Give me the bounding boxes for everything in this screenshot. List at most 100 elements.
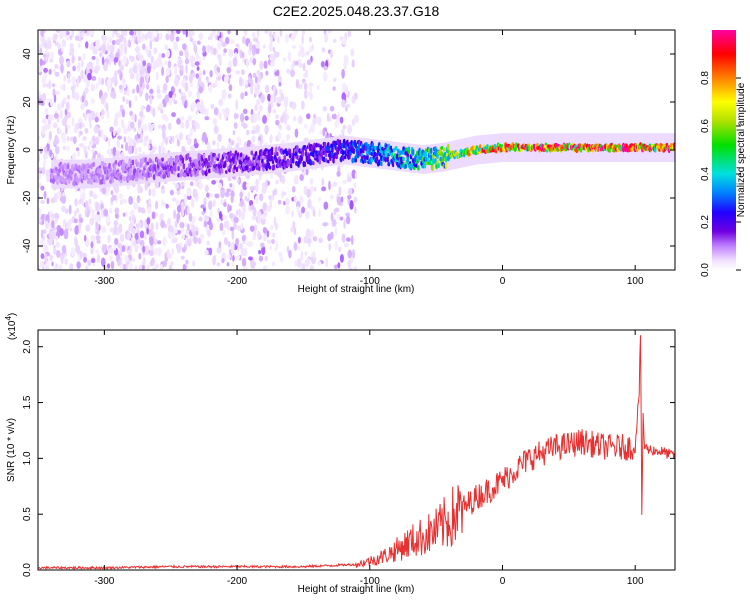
heatmap-speckle xyxy=(347,194,352,200)
heatmap-speckle xyxy=(264,255,269,262)
heatmap-halo xyxy=(77,159,80,189)
heatmap-speckle xyxy=(258,249,262,255)
heatmap-speckle xyxy=(136,84,140,94)
heatmap-speckle xyxy=(189,181,194,187)
heatmap-ridge-cell xyxy=(427,147,431,154)
heatmap-speckle xyxy=(279,30,283,37)
heatmap-speckle xyxy=(308,128,311,135)
heatmap-speckle xyxy=(206,240,210,246)
heatmap-speckle xyxy=(222,229,226,236)
heatmap-speckle xyxy=(275,114,279,120)
heatmap-speckle xyxy=(300,46,305,55)
heatmap-speckle xyxy=(118,60,121,67)
heatmap-speckle xyxy=(77,61,81,72)
colorbar-gradient xyxy=(712,30,736,270)
heatmap-speckle xyxy=(118,193,123,200)
heatmap-speckle xyxy=(137,52,142,59)
heatmap-speckle xyxy=(268,194,272,201)
heatmap-speckle xyxy=(149,236,154,246)
heatmap-ridge-cell xyxy=(92,161,96,167)
heatmap-speckle xyxy=(53,247,57,254)
heatmap-ridge-cell xyxy=(129,163,133,170)
heatmap-speckle xyxy=(80,123,85,128)
heatmap-ridge-cell xyxy=(103,162,107,168)
heatmap-speckle xyxy=(171,94,176,102)
heatmap-speckle xyxy=(302,62,306,72)
heatmap-speckle xyxy=(260,94,265,104)
heatmap-speckle xyxy=(275,240,279,250)
y-tick-label: 0.0 xyxy=(22,563,33,577)
heatmap-speckle xyxy=(147,206,151,215)
heatmap-speckle xyxy=(150,55,154,64)
heatmap-speckle xyxy=(330,212,334,222)
heatmap-ridge-cell xyxy=(236,152,240,157)
y-tick-label: 0.5 xyxy=(22,507,33,521)
heatmap-ridge-cell xyxy=(359,147,363,154)
heatmap-ridge-cell xyxy=(371,142,375,148)
heatmap-ridge-cell xyxy=(177,165,181,172)
heatmap-speckle xyxy=(342,179,347,185)
heatmap-speckle xyxy=(40,253,45,260)
heatmap-speckle xyxy=(301,34,304,45)
heatmap-speckle xyxy=(142,257,146,266)
heatmap-speckle xyxy=(92,193,98,200)
heatmap-speckle xyxy=(179,91,184,96)
heatmap-speckle xyxy=(91,76,97,81)
heatmap-speckle xyxy=(270,225,274,230)
heatmap-ridge-cell xyxy=(135,177,139,182)
heatmap-speckle xyxy=(62,83,66,92)
heatmap-speckle xyxy=(223,220,229,228)
heatmap-ridge-cell xyxy=(289,163,293,169)
heatmap-speckle xyxy=(196,66,200,71)
heatmap-speckle xyxy=(154,212,159,217)
heatmap-speckle xyxy=(200,204,205,209)
heatmap-speckle xyxy=(128,67,133,75)
heatmap-halo xyxy=(88,159,90,189)
heatmap-ridge-cell xyxy=(149,172,153,177)
heatmap-speckle xyxy=(74,35,80,41)
heatmap-speckle xyxy=(134,95,138,102)
heatmap-speckle xyxy=(251,129,256,135)
heatmap-speckle xyxy=(207,44,211,53)
spectrogram-y-ticks: -40 -20 0 20 40 xyxy=(22,48,675,253)
heatmap-speckle xyxy=(224,107,230,117)
heatmap-halo xyxy=(131,155,134,185)
heatmap-speckle xyxy=(44,107,49,116)
heatmap-speckle xyxy=(262,227,268,234)
heatmap-speckle xyxy=(197,76,202,86)
heatmap-speckle xyxy=(286,68,291,74)
heatmap-speckle xyxy=(255,46,260,55)
heatmap-ridge-cell xyxy=(335,153,339,160)
heatmap-speckle xyxy=(121,108,126,118)
y-tick-label: 40 xyxy=(22,48,33,60)
heatmap-speckle xyxy=(203,220,208,227)
heatmap-speckle xyxy=(298,210,303,219)
heatmap-speckle xyxy=(96,65,101,71)
heatmap-speckle xyxy=(235,70,241,75)
heatmap-ridge-cell xyxy=(257,158,261,165)
heatmap-speckle xyxy=(146,217,151,225)
heatmap-speckle xyxy=(304,89,308,99)
heatmap-ridge-cell xyxy=(276,162,280,169)
heatmap-speckle xyxy=(198,70,203,76)
heatmap-speckle xyxy=(234,113,239,119)
heatmap-speckle xyxy=(96,253,101,264)
heatmap-ridge-cell xyxy=(394,146,398,151)
heatmap-speckle xyxy=(226,66,232,74)
heatmap-halo xyxy=(67,159,69,189)
heatmap-speckle xyxy=(132,64,137,74)
heatmap-speckle xyxy=(238,139,242,146)
heatmap-speckle xyxy=(64,258,68,265)
heatmap-speckle xyxy=(213,125,219,135)
heatmap-speckle xyxy=(179,50,184,57)
heatmap-speckle xyxy=(110,197,114,202)
heatmap-speckle xyxy=(85,78,90,88)
heatmap-speckle xyxy=(151,187,156,198)
heatmap-speckle xyxy=(104,264,108,270)
heatmap-speckle xyxy=(178,88,182,93)
heatmap-halo xyxy=(126,156,128,186)
heatmap-speckle xyxy=(288,52,292,63)
heatmap-speckle xyxy=(272,189,276,197)
heatmap-speckle xyxy=(80,69,84,80)
heatmap-speckle xyxy=(347,187,353,196)
